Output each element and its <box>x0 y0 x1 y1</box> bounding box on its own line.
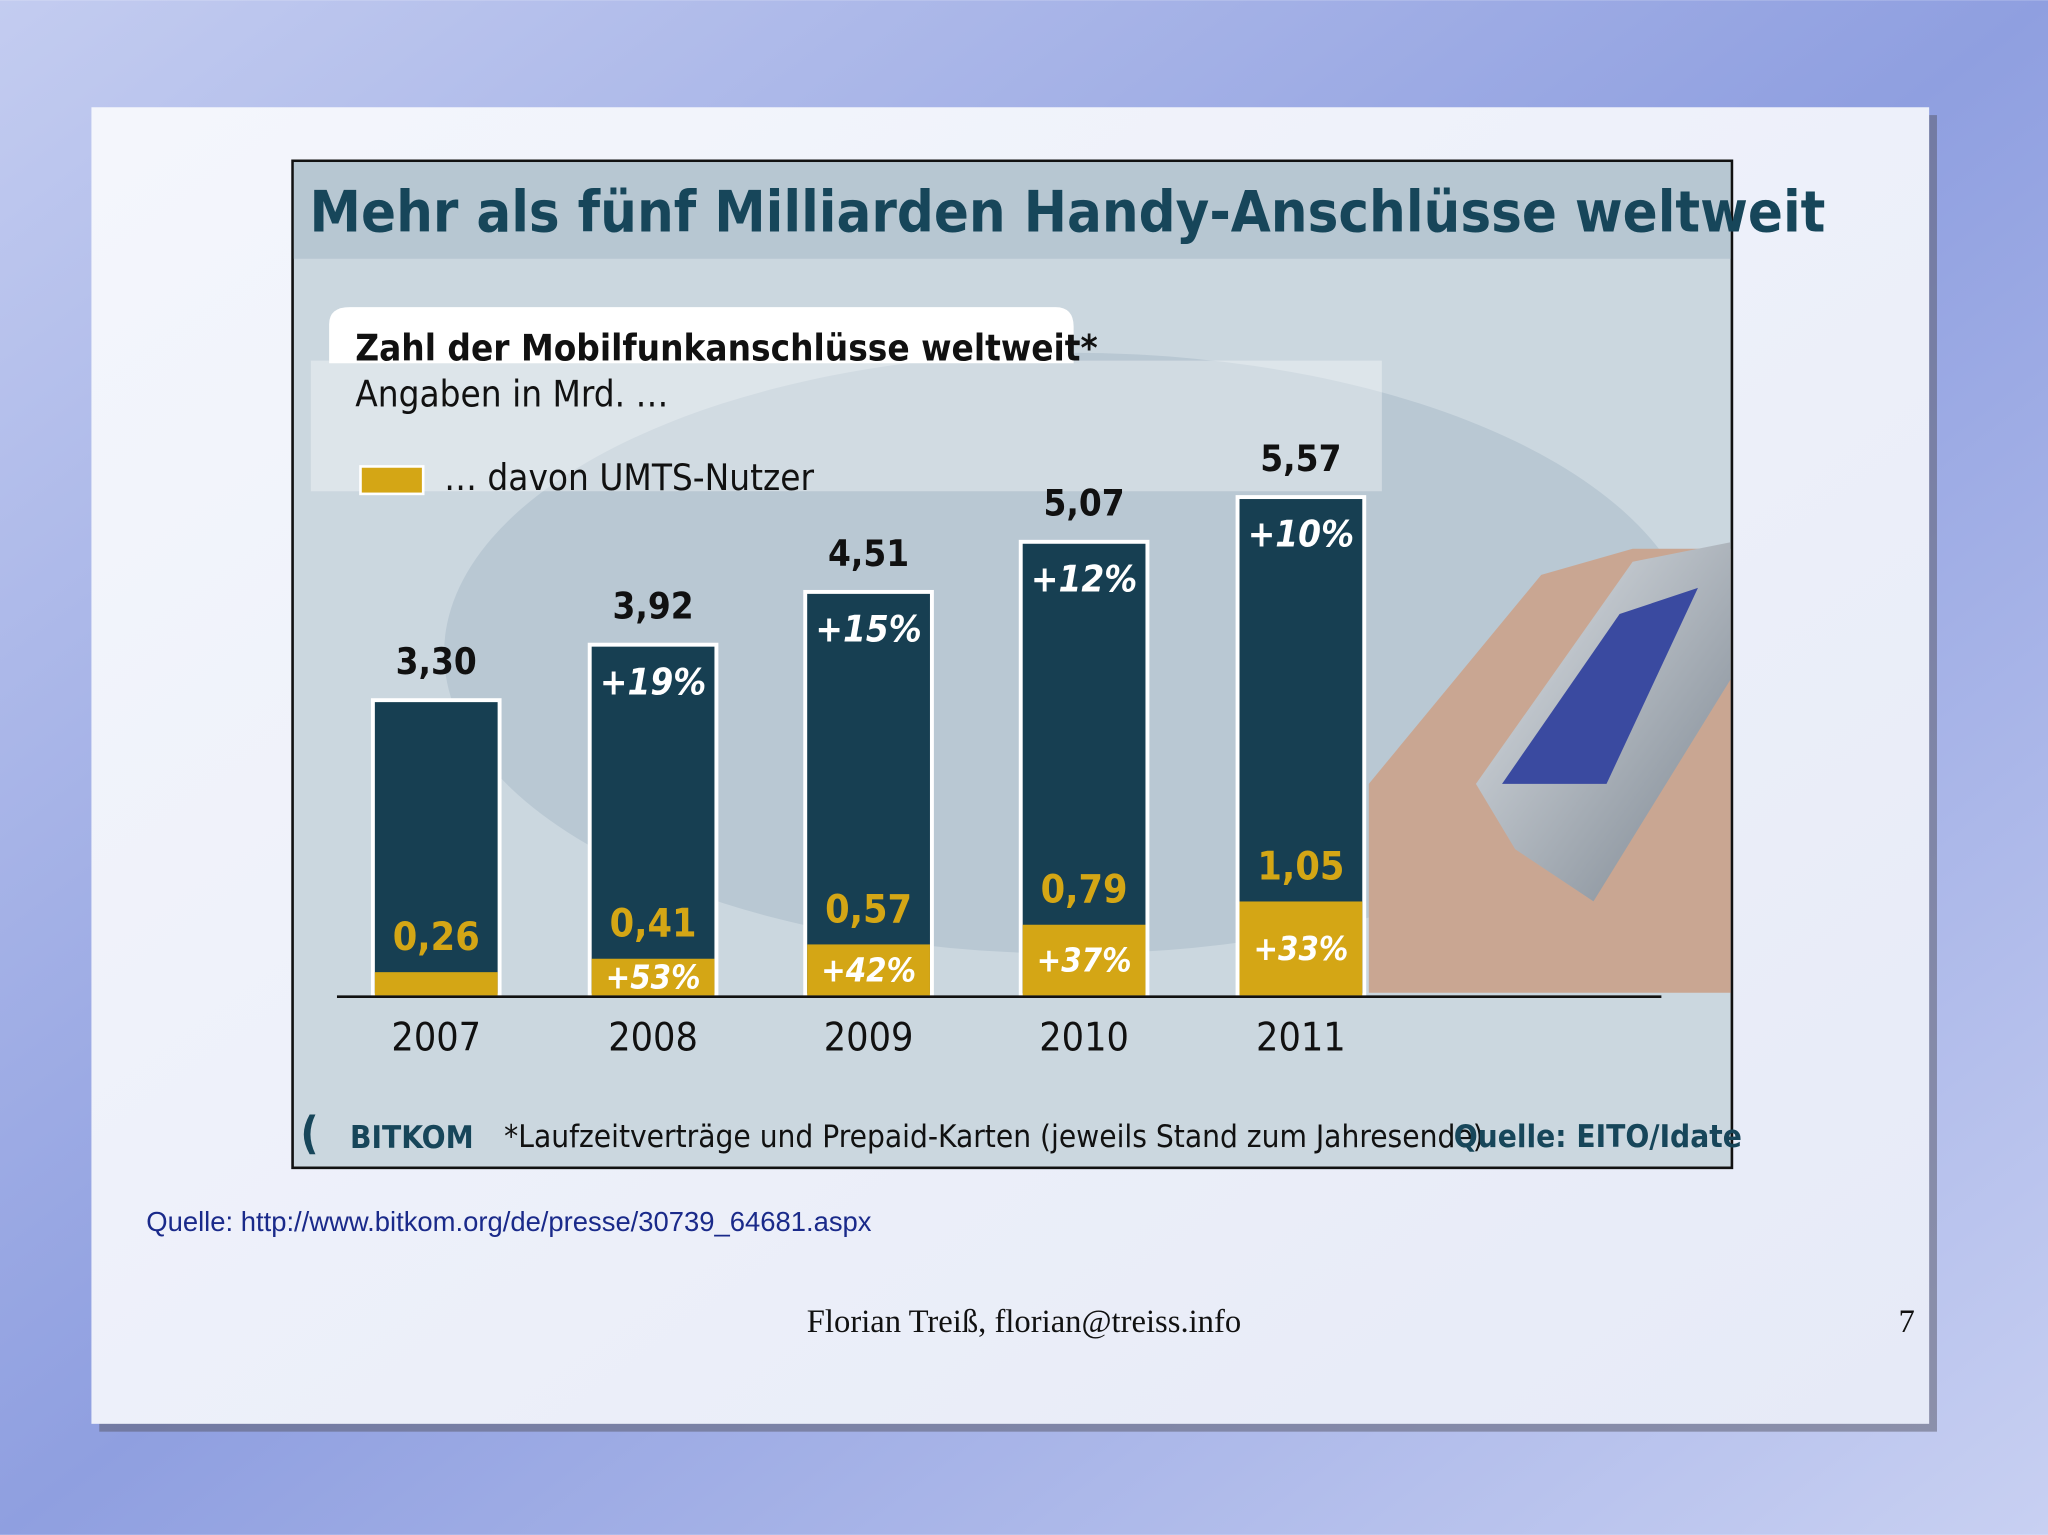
x-tick-label: 2011 <box>1256 1015 1346 1060</box>
umts-growth-label: +53% <box>606 959 701 997</box>
unit-label: Angaben in Mrd. … <box>355 372 668 415</box>
umts-value-label: 0,26 <box>393 915 480 960</box>
legend-swatch <box>359 465 425 496</box>
bar <box>1018 539 1150 998</box>
chart-source: Quelle: EITO/Idate <box>1454 1119 1742 1155</box>
umts-bar <box>807 944 930 996</box>
legend-label: … davon UMTS-Nutzer <box>444 456 814 499</box>
umts-bar <box>591 958 715 996</box>
umts-growth-label: +33% <box>1253 930 1348 968</box>
value-label: 3,30 <box>396 640 477 683</box>
page-number: 7 <box>1898 1304 1914 1340</box>
subtitle: Zahl der Mobilfunkanschlüsse weltweit* <box>355 327 1097 370</box>
subtitle-box <box>329 307 1074 364</box>
x-tick-label: 2009 <box>824 1015 914 1060</box>
umts-value-label: 1,05 <box>1257 844 1344 889</box>
x-tick-label: 2007 <box>391 1015 481 1060</box>
umts-bar <box>1022 924 1146 996</box>
umts-growth-label: +42% <box>821 952 916 990</box>
value-label: 3,92 <box>612 585 693 628</box>
umts-value-label: 0,41 <box>610 902 697 947</box>
subtitle-area <box>310 360 1382 492</box>
plot: 3,30 0,26 2007 3,92 0,41 +19% +53% 2008 4,51 0,57… <box>370 437 1367 1060</box>
growth-label: +12% <box>1031 557 1137 600</box>
footer: Florian Treiß, florian@treiss.info <box>807 1304 1241 1340</box>
title-band <box>293 162 1731 259</box>
logo: BITKOM <box>350 1120 474 1156</box>
logo-mark: ( <box>300 1108 318 1159</box>
growth-label: +10% <box>1248 513 1354 556</box>
x-tick-label: 2008 <box>608 1015 698 1060</box>
x-tick-label: 2010 <box>1039 1015 1129 1060</box>
umts-value-label: 0,57 <box>825 887 912 932</box>
value-label: 4,51 <box>828 532 909 575</box>
value-label: 5,07 <box>1043 482 1124 525</box>
phone-screen <box>1502 587 1698 784</box>
umts-growth-label: +37% <box>1037 942 1132 980</box>
growth-label: +19% <box>600 660 706 703</box>
chart-title: Mehr als fünf Milliarden Handy-Anschlüss… <box>310 178 1826 245</box>
footnote: *Laufzeitverträge und Prepaid-Karten (je… <box>504 1119 1484 1155</box>
umts-bar <box>1239 901 1363 996</box>
value-label: 5,57 <box>1260 437 1341 480</box>
umts-value-label: 0,79 <box>1041 868 1128 913</box>
umts-bar <box>374 972 498 996</box>
slide-source[interactable]: Quelle: http://www.bitkom.org/de/presse/… <box>146 1206 871 1237</box>
bar <box>803 589 934 998</box>
growth-label: +15% <box>815 608 921 651</box>
